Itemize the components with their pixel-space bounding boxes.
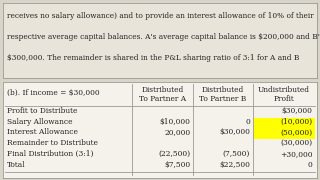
Text: (10,000): (10,000) — [281, 118, 313, 126]
Text: $22,500: $22,500 — [219, 161, 250, 169]
Text: (b). If income = $30,000: (b). If income = $30,000 — [7, 89, 100, 97]
Text: Distributed
To Partner A: Distributed To Partner A — [139, 86, 186, 103]
Text: Salary Allowance: Salary Allowance — [7, 118, 73, 126]
Text: Remainder to Distribute: Remainder to Distribute — [7, 139, 98, 147]
Text: +30,000: +30,000 — [280, 150, 313, 158]
Text: Final Distribution (3:1): Final Distribution (3:1) — [7, 150, 94, 158]
Text: (7,500): (7,500) — [223, 150, 250, 158]
Text: 0: 0 — [308, 161, 313, 169]
Text: Total: Total — [7, 161, 26, 169]
Text: Interest Allowance: Interest Allowance — [7, 129, 78, 136]
Text: 20,000: 20,000 — [164, 129, 190, 136]
Text: Distributed
To Partner B: Distributed To Partner B — [199, 86, 246, 103]
Text: respective average capital balances. A's average capital balance is $200,000 and: respective average capital balances. A's… — [7, 33, 320, 41]
Text: Profit to Distribute: Profit to Distribute — [7, 107, 78, 115]
Text: (30,000): (30,000) — [281, 139, 313, 147]
Text: (22,500): (22,500) — [158, 150, 190, 158]
Text: $10,000: $10,000 — [160, 118, 190, 126]
Bar — [252, 118, 315, 128]
Text: receives no salary allowance) and to provide an interest allowance of 10% of the: receives no salary allowance) and to pro… — [7, 12, 314, 20]
Text: Undistributed
Profit: Undistributed Profit — [258, 86, 310, 103]
Text: $7,500: $7,500 — [164, 161, 190, 169]
Text: $300,000. The remainder is shared in the P&L sharing ratio of 3:1 for A and B: $300,000. The remainder is shared in the… — [7, 54, 299, 62]
Text: (50,000): (50,000) — [281, 129, 313, 136]
Bar — [252, 129, 315, 139]
Text: $30,000: $30,000 — [282, 107, 313, 115]
Text: $30,000: $30,000 — [219, 129, 250, 136]
Text: 0: 0 — [245, 118, 250, 126]
